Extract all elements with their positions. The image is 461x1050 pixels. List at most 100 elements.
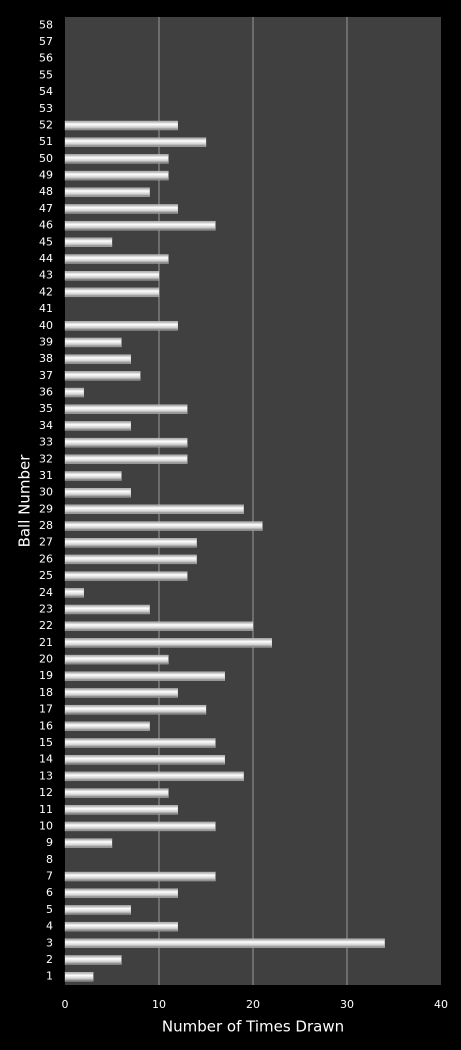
bar (64, 771, 244, 782)
y-tick-label: 1 (46, 970, 53, 983)
y-tick-label: 10 (39, 819, 53, 832)
y-tick-label: 55 (39, 68, 53, 81)
bar (64, 671, 225, 681)
bar (64, 521, 263, 531)
y-tick-label: 15 (39, 736, 53, 749)
y-tick-label: 8 (46, 853, 53, 866)
y-tick-label: 9 (46, 836, 53, 849)
y-tick-label: 42 (39, 285, 53, 298)
y-tick-label: 25 (39, 569, 53, 582)
bar (64, 170, 169, 181)
bar (64, 137, 207, 147)
bar (64, 421, 131, 431)
bar (64, 437, 188, 448)
bar (64, 955, 122, 965)
y-tick-label: 48 (39, 185, 53, 198)
y-tick-label: 39 (39, 335, 53, 348)
bar (64, 371, 141, 381)
y-tick-label: 40 (39, 319, 53, 332)
y-tick-label: 2 (46, 953, 53, 966)
y-tick-label: 32 (39, 452, 53, 465)
bar (64, 704, 207, 715)
y-tick-label: 37 (39, 369, 53, 382)
y-tick-label: 18 (39, 686, 53, 699)
y-tick-label: 22 (39, 619, 53, 632)
y-tick-label: 20 (39, 653, 53, 666)
bar (64, 604, 150, 615)
y-tick-label: 12 (39, 786, 53, 799)
y-tick-label: 43 (39, 269, 53, 282)
y-tick-label: 36 (39, 386, 53, 399)
bar (64, 972, 94, 982)
y-tick-label: 13 (39, 769, 53, 782)
y-tick-label: 57 (39, 35, 53, 48)
y-tick-label: 38 (39, 352, 53, 365)
bar (64, 921, 178, 932)
y-tick-label: 56 (39, 52, 53, 65)
y-tick-label: 5 (46, 903, 53, 916)
bar (64, 337, 122, 348)
bar (64, 838, 113, 848)
y-tick-label: 47 (39, 202, 53, 215)
y-tick-label: 24 (39, 586, 53, 599)
bar (64, 354, 131, 364)
y-tick-label: 53 (39, 102, 53, 115)
bar (64, 805, 178, 815)
y-tick-label: 27 (39, 536, 53, 549)
bar (64, 755, 225, 765)
x-axis-title: Number of Times Drawn (162, 1018, 344, 1036)
x-tick-label: 30 (340, 998, 354, 1011)
bar (64, 287, 160, 298)
y-axis-title: Ball Number (16, 454, 34, 548)
y-tick-label: 46 (39, 219, 53, 232)
y-tick-label: 6 (46, 886, 53, 899)
x-tick-label: 0 (62, 998, 69, 1011)
y-tick-label: 49 (39, 169, 53, 182)
bar (64, 638, 272, 648)
y-tick-label: 34 (39, 419, 53, 432)
bar (64, 654, 169, 665)
bar (64, 321, 178, 331)
y-tick-label: 30 (39, 486, 53, 499)
bar (64, 554, 197, 565)
y-tick-label: 33 (39, 436, 53, 449)
bar (64, 488, 131, 498)
y-tick-label: 16 (39, 719, 53, 732)
bar (64, 454, 188, 464)
bar (64, 905, 131, 915)
bar (64, 204, 178, 214)
y-tick-label: 26 (39, 552, 53, 565)
y-tick-label: 35 (39, 402, 53, 415)
bar (64, 938, 385, 948)
bar (64, 588, 84, 598)
y-tick-label: 31 (39, 469, 53, 482)
y-tick-label: 19 (39, 669, 53, 682)
bar (64, 387, 84, 398)
x-tick-label: 40 (434, 998, 448, 1011)
y-tick-label: 50 (39, 152, 53, 165)
bar (64, 504, 244, 514)
bar (64, 120, 178, 131)
x-tick-label: 20 (246, 998, 260, 1011)
y-tick-label: 29 (39, 502, 53, 515)
y-tick-label: 21 (39, 636, 53, 649)
bar (64, 888, 178, 898)
bar (64, 220, 216, 231)
bar (64, 471, 122, 481)
bar (64, 721, 150, 731)
bar (64, 821, 216, 832)
bar (64, 154, 169, 164)
x-tick-label: 10 (152, 998, 166, 1011)
y-tick-label: 3 (46, 936, 53, 949)
bar (64, 571, 188, 581)
bar (64, 788, 169, 798)
y-tick-label: 4 (46, 920, 53, 933)
bar (64, 738, 216, 748)
bar (64, 688, 178, 698)
y-tick-label: 54 (39, 85, 53, 98)
bar (64, 621, 254, 631)
bar (64, 187, 150, 197)
bar (64, 871, 216, 882)
y-tick-label: 45 (39, 235, 53, 248)
